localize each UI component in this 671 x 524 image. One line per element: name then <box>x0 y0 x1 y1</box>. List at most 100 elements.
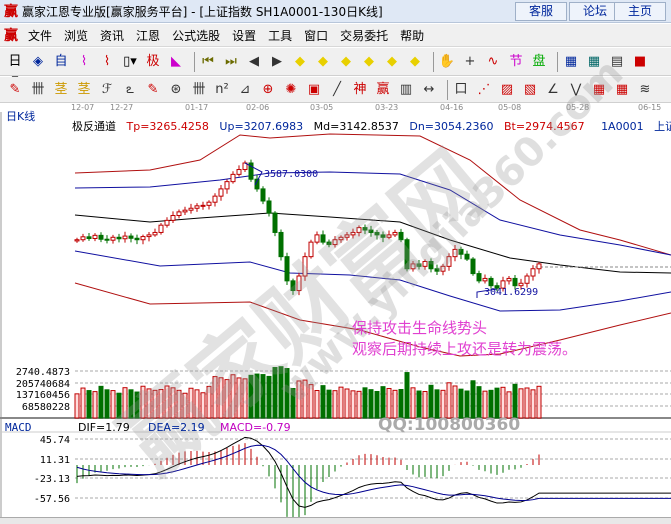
angle2-icon[interactable]: ∠ <box>547 81 559 97</box>
gold1-icon[interactable]: 茎 <box>54 81 68 97</box>
menu-item[interactable]: 交易委托 <box>340 28 389 43</box>
menu-item[interactable]: 公式选股 <box>172 28 221 43</box>
indicator-header: 极反通道 Tp=3265.4258 Up=3207.6983 Md=3142.8… <box>72 118 671 134</box>
volume-bar <box>476 386 482 419</box>
square3-icon[interactable]: ▧ <box>523 81 537 97</box>
square2-icon[interactable]: ▨ <box>500 81 514 97</box>
zoom-in-icon[interactable]: ◆ <box>295 53 305 69</box>
count-icon[interactable]: ▥ <box>399 81 413 97</box>
box-icon[interactable]: ▣ <box>307 81 321 97</box>
candle-down <box>428 260 434 270</box>
color-icon[interactable]: ◣ <box>171 53 181 69</box>
measure-icon[interactable]: ↔ <box>423 81 435 97</box>
circle-icon[interactable]: ⊛ <box>170 81 182 97</box>
festival-icon[interactable]: 节 <box>509 53 523 69</box>
candle-down <box>470 258 476 275</box>
notes-icon[interactable]: ▤ <box>610 53 624 69</box>
pen2-icon[interactable]: ✎ <box>147 81 159 97</box>
save-icon[interactable]: ■ <box>633 53 647 69</box>
hand-icon[interactable]: ✋ <box>438 53 456 69</box>
expand-icon[interactable]: ◆ <box>341 53 351 69</box>
menu-item[interactable]: 文件 <box>28 28 53 43</box>
menu-logo[interactable]: 赢 <box>4 28 18 44</box>
window-icon[interactable]: ◈ <box>33 53 43 69</box>
calculator-icon[interactable]: ▦ <box>587 53 601 69</box>
fib-icon[interactable]: ℱ <box>101 81 113 97</box>
date-tick: 12-27 <box>110 103 134 112</box>
date-tick: 01-17 <box>185 103 209 112</box>
candle-up <box>224 181 230 190</box>
god-icon[interactable]: 神 <box>353 81 367 97</box>
crosshair-icon[interactable]: + <box>464 53 476 69</box>
candle-up <box>356 227 362 233</box>
volume-bar <box>524 387 530 419</box>
fan-icon[interactable]: ⋰ <box>477 81 491 97</box>
candle-up <box>152 231 158 236</box>
volume-bar <box>164 385 170 419</box>
indicator9-icon[interactable]: ⌇ <box>103 53 111 69</box>
date-tick: 04-16 <box>440 103 464 112</box>
calendar-icon[interactable]: ▦ <box>564 53 578 69</box>
gann-grid-icon[interactable]: 卌 <box>31 81 45 97</box>
rect-icon[interactable]: 口 <box>454 81 468 97</box>
pen-icon[interactable]: ✎ <box>9 81 21 97</box>
volume-bar <box>416 390 422 419</box>
square-icon[interactable]: n² <box>215 81 229 97</box>
last-icon[interactable]: ⏭ <box>225 53 237 69</box>
menu-item[interactable]: 帮助 <box>400 28 425 43</box>
candle-down <box>134 237 140 241</box>
indicator3-icon[interactable]: ⌇ <box>80 53 88 69</box>
candle-up <box>386 234 392 238</box>
shrink-icon[interactable]: ◆ <box>364 53 374 69</box>
candle-up <box>422 260 428 267</box>
menu-bar: 赢 文件 浏览 资讯 江恩 公式选股 设置 工具 窗口 交易委托 帮助 <box>0 24 671 47</box>
stock-code: 1A0001 <box>601 120 644 133</box>
trend-icon[interactable]: ╱ <box>333 81 341 97</box>
indicator-name: 极反通道 <box>72 120 116 133</box>
menu-item[interactable]: 窗口 <box>304 28 329 43</box>
period-dropdown[interactable]: 日▾ <box>8 53 22 87</box>
channel-band-line <box>74 282 671 357</box>
candle-down <box>398 231 404 241</box>
vexpand-icon[interactable]: ◆ <box>387 53 397 69</box>
menu-item[interactable]: 浏览 <box>64 28 89 43</box>
star-icon[interactable]: ✺ <box>285 81 297 97</box>
parallel-icon[interactable]: ≋ <box>639 81 651 97</box>
gold2-icon[interactable]: 茎 <box>77 81 91 97</box>
vshrink-icon[interactable]: ◆ <box>410 53 420 69</box>
volume-bar <box>182 392 188 419</box>
home-button[interactable]: 主页 <box>614 2 666 21</box>
board-icon[interactable]: 盘 <box>532 53 546 69</box>
menu-item[interactable]: 工具 <box>268 28 293 43</box>
menu-item[interactable]: 江恩 <box>136 28 161 43</box>
candle-down <box>512 277 518 287</box>
zoom-out-icon[interactable]: ◆ <box>318 53 328 69</box>
angle-icon[interactable]: ⊿ <box>239 81 251 97</box>
volume-bar <box>290 387 296 419</box>
candle-down <box>266 200 272 214</box>
volume-bar <box>494 387 500 419</box>
service-button[interactable]: 客服 <box>515 2 567 21</box>
grid-icon[interactable]: 卌 <box>192 81 206 97</box>
candle-type-dropdown[interactable]: ▯▾ <box>123 53 137 69</box>
annotation-text: 保持攻击生命线势头 观察后期持续上攻还是转为震荡。 <box>352 318 577 360</box>
candle-up <box>350 231 356 236</box>
volume-bar <box>128 389 134 419</box>
win-icon[interactable]: 赢 <box>376 81 390 97</box>
target-icon[interactable]: ⊕ <box>262 81 274 97</box>
spiral-icon[interactable]: ఽ <box>126 81 134 97</box>
wave-icon[interactable]: ⋁ <box>570 81 582 97</box>
prev-icon[interactable]: ◀ <box>249 53 259 69</box>
grid2-icon[interactable]: ▦ <box>592 81 606 97</box>
custom-icon[interactable]: 自 <box>54 53 68 69</box>
menu-item[interactable]: 设置 <box>232 28 257 43</box>
up-value: Up=3207.6983 <box>219 120 304 133</box>
extreme-icon[interactable]: 极 <box>146 53 160 69</box>
grid3-icon[interactable]: ▦ <box>615 81 629 97</box>
first-icon[interactable]: ⏮ <box>202 53 214 69</box>
next-icon[interactable]: ▶ <box>272 53 282 69</box>
volume-bar <box>278 366 284 419</box>
line-icon[interactable]: ∿ <box>487 53 499 69</box>
menu-item[interactable]: 资讯 <box>100 28 125 43</box>
